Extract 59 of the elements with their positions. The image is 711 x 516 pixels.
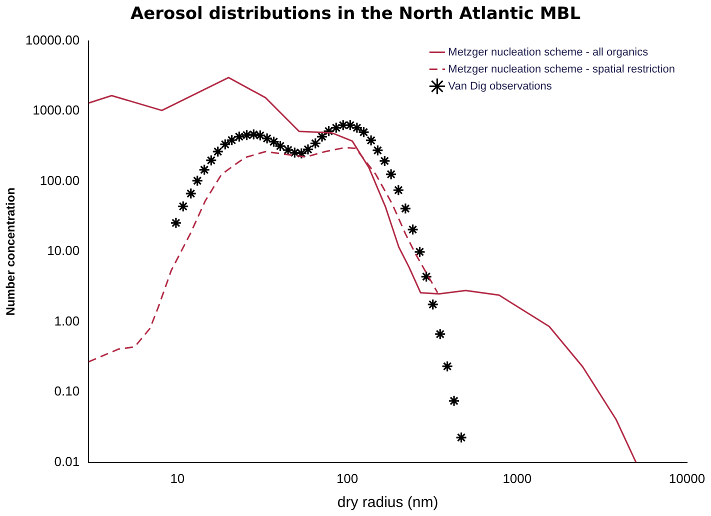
point	[337, 119, 349, 131]
point	[406, 224, 419, 236]
point	[414, 246, 426, 258]
point	[455, 432, 468, 444]
legend-label: Metzger nucleation scheme - all organics	[448, 46, 649, 58]
point	[400, 202, 412, 214]
point	[330, 122, 342, 134]
point	[427, 298, 439, 310]
point	[302, 144, 314, 156]
point	[240, 129, 253, 141]
point	[268, 136, 280, 148]
chart-title: Aerosol distributions in the North Atlantic MBL	[129, 4, 582, 24]
point	[296, 148, 308, 160]
point	[248, 128, 260, 140]
point	[378, 155, 390, 167]
y-tick-label: 1000.00	[32, 102, 80, 118]
point	[385, 168, 397, 180]
y-tick-label: 10.00	[47, 243, 80, 258]
point	[192, 174, 204, 187]
point	[254, 130, 266, 142]
x-tick-label: 100	[336, 470, 358, 486]
point	[288, 146, 300, 158]
point	[351, 122, 363, 134]
point	[344, 119, 356, 131]
point	[392, 184, 404, 196]
y-tick-label: 0.10	[54, 384, 80, 399]
point	[365, 134, 377, 146]
x-tick-label: 10	[170, 470, 185, 486]
point	[212, 146, 224, 158]
point	[358, 126, 370, 138]
y-tick-label: 0.01	[54, 454, 80, 469]
x-tick-label: 10000	[668, 470, 706, 486]
point	[261, 132, 273, 144]
point	[185, 188, 197, 200]
legend-label: Metzger nucleation scheme - spatial restriction	[448, 63, 676, 76]
point	[205, 154, 217, 166]
point	[226, 134, 238, 146]
point	[442, 360, 454, 372]
y-tick-label: 100.00	[40, 172, 80, 188]
y-axis-title: Number concentration	[4, 188, 18, 316]
point	[177, 200, 189, 212]
point	[420, 270, 432, 282]
x-axis-title: dry radius (nm)	[337, 494, 438, 512]
point	[274, 140, 286, 152]
point	[282, 144, 294, 156]
point	[310, 138, 322, 150]
point	[434, 328, 446, 340]
point	[219, 138, 231, 150]
y-tick-label: 1.00	[54, 313, 80, 328]
point	[448, 395, 460, 407]
y-tick-label: 10000.00	[25, 32, 80, 48]
legend-label: Van Dig observations	[448, 80, 552, 92]
point	[322, 125, 335, 137]
x-tick-label: 1000	[502, 470, 532, 486]
point	[198, 164, 210, 176]
point	[316, 130, 328, 142]
point	[372, 144, 384, 156]
point	[233, 130, 245, 142]
point	[170, 217, 182, 229]
